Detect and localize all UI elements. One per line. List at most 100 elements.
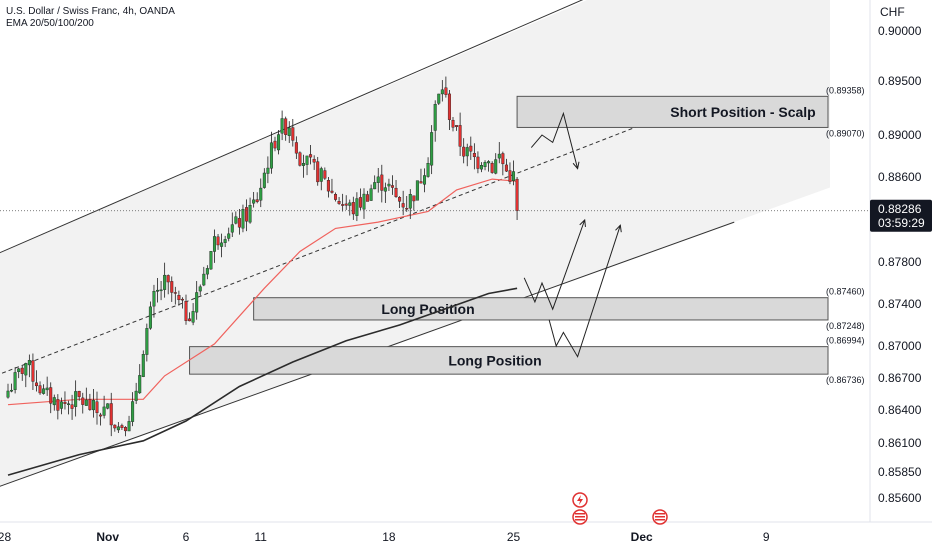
candle-body [262,172,266,188]
candle [376,168,380,193]
candle [109,392,113,437]
us-flag-icon[interactable] [572,509,588,525]
candle-body [398,197,402,202]
candle-body [476,156,480,169]
candle-body [380,174,384,191]
currency-label: CHF [880,5,905,19]
candle [34,370,38,392]
candle-body [24,363,28,376]
candle [145,323,149,362]
candle-body [148,306,152,329]
candle [127,415,131,432]
candle-body [277,134,281,151]
ema-50-line [7,178,518,406]
candle [455,125,459,131]
ema-200-line [7,287,518,476]
candle [462,138,466,164]
price-tick-label: 0.89500 [878,74,922,88]
candle-body [81,397,85,405]
candle [280,110,284,141]
candle [20,366,24,381]
candle-body [301,162,305,166]
candle-body [430,132,434,166]
candle-body [45,387,49,391]
candle-body [319,168,323,182]
candle [323,167,327,180]
candle-body [38,385,42,394]
candle [223,235,227,248]
candle-body [70,404,74,409]
candle [81,392,85,414]
candle [465,143,469,167]
candle [166,274,170,295]
candle [326,176,330,198]
candle [255,192,259,204]
candle [227,227,231,242]
candle-body [109,403,113,426]
candle [380,164,384,203]
candle [91,388,95,418]
candle-body [241,209,245,229]
candle-body [415,180,419,201]
candle [138,364,142,394]
candle-body [234,216,238,224]
zone-label: Long Position [381,301,474,317]
candle-body [209,251,213,270]
candle-body [252,199,256,204]
candle-body [508,170,512,182]
candle-body [116,426,120,431]
zone-bottom-price: (0.89070) [826,128,865,138]
candle [116,422,120,433]
candle [348,199,352,216]
candle [291,118,295,147]
candle-body [479,165,483,170]
time-tick-label: 25 [507,530,521,544]
candle [38,381,42,395]
time-tick-label: 28 [0,530,11,544]
candle [366,190,370,202]
candle-body [220,242,224,247]
candle-body [490,163,494,173]
candle-body [326,180,330,192]
projection-path [548,225,621,358]
candle-body [145,328,149,355]
candle [173,286,177,305]
candle [312,155,316,170]
us-flag-icon[interactable] [652,509,668,525]
projection-arrow [523,218,586,311]
candle-body [330,190,334,193]
candle-body [138,375,142,394]
candle [198,284,202,296]
candle [163,262,167,298]
candle-body [462,146,466,157]
candle-body [20,367,24,374]
projection-path [523,219,586,311]
candle [17,367,21,379]
candle [56,394,60,420]
candle-body [351,202,355,215]
candle [152,284,156,318]
candle-body [123,427,127,432]
candles [6,76,519,437]
candle-body [408,193,412,209]
candle-body [205,268,209,275]
candle-body [91,399,95,411]
candle [234,211,238,225]
projection-arrow [548,224,622,358]
candle-body [358,197,362,208]
candle [216,234,220,250]
lightning-icon[interactable] [572,492,588,508]
candle-body [273,140,277,149]
candle-body [120,425,124,428]
candle-body [248,205,252,223]
candle [305,155,309,176]
candle-body [451,119,455,128]
candle-body [180,298,184,301]
candle [458,112,462,156]
candle [134,382,138,405]
candle-body [237,218,241,228]
candle [487,160,491,172]
candle-body [444,87,448,95]
candle-body [31,360,35,382]
